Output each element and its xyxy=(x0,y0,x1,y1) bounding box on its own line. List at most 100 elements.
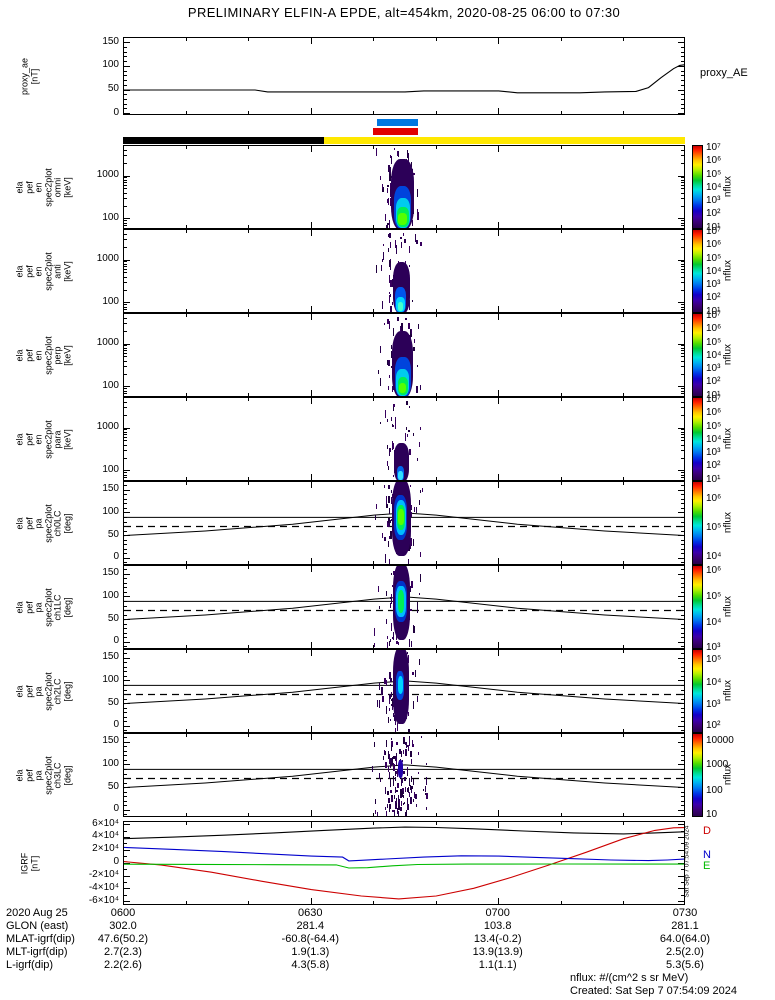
y-tick xyxy=(124,266,127,268)
colorbar-axis-label: nflux xyxy=(722,511,734,534)
burst-stripe xyxy=(388,233,391,239)
y-tick xyxy=(681,721,684,723)
burst-stripe xyxy=(379,422,381,425)
burst-stripe xyxy=(385,214,387,222)
x-tick xyxy=(560,393,562,396)
x-tick xyxy=(310,810,312,816)
x-tick xyxy=(185,230,187,233)
x-tick xyxy=(248,822,250,825)
burst-stripe xyxy=(411,778,413,782)
y-tick-label: 150 xyxy=(102,735,119,747)
burst-stripe xyxy=(396,769,398,778)
y-tick xyxy=(678,343,684,345)
y-tick xyxy=(678,427,684,429)
y-tick xyxy=(124,578,127,580)
x-tick xyxy=(248,729,250,732)
y-tick xyxy=(678,386,684,388)
x-tick xyxy=(560,225,562,228)
burst-stripe xyxy=(375,799,377,805)
y-tick-label: 0 xyxy=(113,635,119,647)
burst-stripe xyxy=(420,573,422,582)
burst-stripe xyxy=(414,338,416,343)
y-tick-label: 100 xyxy=(102,673,119,685)
y-tick xyxy=(124,429,127,431)
ylabel-pa-ch3LC: ela pef pa spec2plot ch3LC [deg] xyxy=(14,755,73,795)
burst-stripe xyxy=(403,790,405,794)
x-tick xyxy=(310,734,312,740)
burst-stripe xyxy=(408,429,410,432)
x-tick xyxy=(498,314,500,320)
burst-stripe xyxy=(402,759,404,762)
y-tick xyxy=(681,882,684,883)
burst-stripe xyxy=(425,777,427,786)
y-tick xyxy=(681,80,684,81)
y-tick xyxy=(124,175,130,177)
colorbar-tick-label: 10⁴ xyxy=(706,676,722,688)
burst-stripe xyxy=(386,187,388,193)
burst-stripe xyxy=(387,247,389,252)
burst-stripe xyxy=(416,803,418,807)
x-tick xyxy=(498,222,500,228)
y-tick xyxy=(124,306,127,308)
burst-stripe xyxy=(395,800,397,807)
burst-stripe xyxy=(409,796,412,804)
y-tick xyxy=(124,263,127,265)
y-tick xyxy=(681,805,684,807)
burst-stripe xyxy=(388,294,390,303)
burst-stripe xyxy=(397,722,399,731)
burst-stripe xyxy=(392,637,394,640)
burst-stripe xyxy=(390,489,392,493)
colorbar-tick-label: 10² xyxy=(706,720,721,732)
burst-stripe xyxy=(386,445,388,450)
x-tick xyxy=(248,650,250,653)
ephemeris-value: 103.8 xyxy=(483,920,512,932)
y-tick xyxy=(681,512,684,514)
burst-stripe xyxy=(381,265,383,272)
x-tick xyxy=(623,477,625,480)
burst-stripe xyxy=(418,592,420,595)
ephemeris-value: 2.5(2.0) xyxy=(666,946,704,958)
x-tick xyxy=(185,734,187,737)
burst-stripe xyxy=(395,755,398,761)
y-tick xyxy=(124,84,127,86)
y-tick xyxy=(681,494,684,496)
colorbar-en-omni xyxy=(692,145,703,229)
y-tick xyxy=(681,553,684,555)
x-tick-label: 0730 xyxy=(672,907,698,919)
colorbar-axis-label: nflux xyxy=(722,259,734,282)
y-tick xyxy=(681,521,684,523)
burst-stripe xyxy=(394,794,396,799)
ephemeris-value: -60.8(-64.4) xyxy=(281,933,340,945)
y-tick xyxy=(124,824,130,826)
burst-stripe xyxy=(386,680,387,686)
burst-stripe xyxy=(417,458,419,461)
burst-stripe xyxy=(382,533,384,539)
burst-stripe xyxy=(402,764,404,769)
colorbar-tick-label: 10⁶ xyxy=(706,155,722,167)
burst-stripe xyxy=(416,506,418,513)
y-tick xyxy=(124,390,127,392)
y-tick xyxy=(681,414,684,416)
y-tick xyxy=(124,849,130,851)
y-tick xyxy=(681,373,684,375)
y-tick xyxy=(124,350,127,352)
y-tick xyxy=(124,494,127,496)
y-tick xyxy=(124,407,127,408)
burst-stripe xyxy=(408,406,410,409)
x-tick xyxy=(185,146,187,149)
y-tick xyxy=(124,671,127,673)
burst-stripe xyxy=(391,756,393,765)
y-tick-label: 100 xyxy=(102,463,119,475)
y-tick xyxy=(681,388,684,390)
y-tick xyxy=(124,503,127,505)
burst-stripe xyxy=(391,345,392,350)
x-tick xyxy=(185,225,187,228)
burst-stripe xyxy=(386,319,389,325)
burst-stripe xyxy=(385,739,387,746)
burst-stripe xyxy=(390,448,392,452)
colorbar-en-anti xyxy=(692,229,703,313)
y-tick xyxy=(681,239,684,240)
burst-stripe xyxy=(392,777,394,786)
burst-stripe xyxy=(388,716,390,723)
burst-stripe xyxy=(390,156,392,164)
